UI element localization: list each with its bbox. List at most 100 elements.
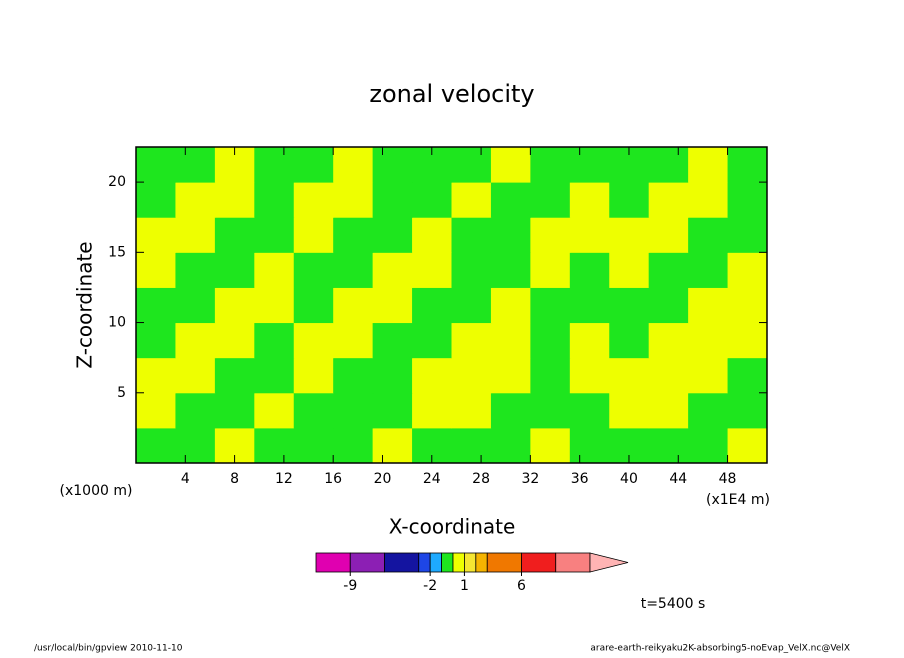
colorbar-segment	[429, 552, 442, 573]
contour-cell	[530, 252, 571, 288]
colorbar-segment	[349, 552, 385, 573]
contour-cell	[136, 322, 176, 359]
contour-cell	[136, 287, 176, 324]
contour-cell	[412, 182, 452, 218]
contour-cell	[293, 147, 334, 183]
contour-cell	[451, 287, 492, 324]
contour-cell	[569, 392, 610, 429]
footer-left: /usr/local/bin/gpview 2010-11-10	[34, 644, 183, 654]
contour-cell	[688, 287, 729, 324]
contour-cell	[254, 287, 295, 324]
contour-cell	[569, 322, 610, 359]
contour-cell	[254, 182, 295, 218]
contour-cell	[530, 357, 571, 394]
contour-cell	[451, 147, 492, 183]
contour-cell	[727, 287, 768, 324]
contour-cell	[372, 147, 413, 183]
contour-cell	[727, 217, 768, 253]
contour-cell	[490, 392, 531, 429]
contour-cell	[333, 427, 374, 464]
contour-cell	[451, 182, 492, 218]
contour-cell	[530, 322, 571, 359]
contour-cell	[412, 252, 452, 288]
colorbar-segment	[441, 552, 454, 573]
x-tick-label: 24	[423, 471, 441, 487]
contour-cell	[175, 182, 216, 218]
x-axis-label: X-coordinate	[389, 515, 516, 539]
contour-cell	[293, 182, 334, 218]
contour-cell	[609, 217, 650, 253]
contour-cell	[333, 252, 374, 288]
contour-cell	[136, 217, 176, 253]
contour-cell	[609, 357, 650, 394]
contour-cell	[412, 217, 452, 253]
contour-cell	[136, 182, 176, 218]
contour-cell	[609, 322, 650, 359]
contour-cell	[727, 252, 768, 288]
contour-cell	[490, 147, 531, 183]
footer-right: arare-earth-reikyaku2K-absorbing5-noEvap…	[590, 644, 850, 654]
x-tick-label: 8	[230, 471, 239, 487]
contour-cell	[490, 322, 531, 359]
contour-cell	[727, 322, 768, 359]
contour-cell	[136, 147, 176, 183]
contour-cell	[569, 182, 610, 218]
time-label: t=5400 s	[641, 596, 706, 612]
contour-cell	[175, 322, 216, 359]
colorbar-segment	[384, 552, 420, 573]
contour-cell	[136, 252, 176, 288]
contour-cell	[333, 217, 374, 253]
contour-cell	[175, 392, 216, 429]
contour-cell	[688, 147, 729, 183]
contour-cell	[372, 252, 413, 288]
contour-cell	[372, 182, 413, 218]
contour-cell	[214, 217, 255, 253]
contour-cell	[688, 252, 729, 288]
contour-cell	[175, 357, 216, 394]
colorbar-tick-label: 1	[460, 578, 469, 594]
contour-cell	[688, 217, 729, 253]
contour-cell	[412, 392, 452, 429]
contour-cell	[609, 182, 650, 218]
x-tick-label: 48	[719, 471, 737, 487]
contour-cell	[530, 147, 571, 183]
contour-cell	[648, 252, 689, 288]
contour-cell	[175, 217, 216, 253]
contour-cell	[333, 287, 374, 324]
contour-cell	[451, 357, 492, 394]
contour-cell	[254, 252, 295, 288]
y-tick-label: 20	[108, 174, 126, 190]
contour-cell	[530, 182, 571, 218]
x-tick-label: 36	[571, 471, 589, 487]
y-tick-label: 10	[108, 315, 126, 331]
contour-cell	[530, 427, 571, 464]
contour-cell	[293, 357, 334, 394]
contour-cell	[254, 392, 295, 429]
contour-cell	[451, 392, 492, 429]
contour-cell	[727, 147, 768, 183]
x-tick-label: 40	[620, 471, 638, 487]
contour-cell	[688, 392, 729, 429]
x-unit: (x1E4 m)	[706, 492, 770, 508]
contour-cell	[412, 287, 452, 324]
colorbar-segment	[464, 552, 477, 573]
contour-cell	[254, 147, 295, 183]
contour-cell	[688, 427, 729, 464]
contour-cell	[648, 427, 689, 464]
y-axis-label: Z-coordinate	[73, 241, 97, 368]
contour-cell	[451, 427, 492, 464]
contour-cell	[293, 252, 334, 288]
contour-cell	[214, 252, 255, 288]
contour-cell	[136, 357, 176, 394]
x-tick-label: 12	[275, 471, 293, 487]
contour-cell	[333, 392, 374, 429]
contour-cell	[293, 322, 334, 359]
contour-cell	[372, 427, 413, 464]
contour-cell	[372, 357, 413, 394]
contour-cell	[648, 217, 689, 253]
contour-cell	[648, 322, 689, 359]
contour-cell	[372, 217, 413, 253]
colorbar-segment	[418, 552, 431, 573]
contour-cell	[136, 392, 176, 429]
contour-cell	[333, 182, 374, 218]
